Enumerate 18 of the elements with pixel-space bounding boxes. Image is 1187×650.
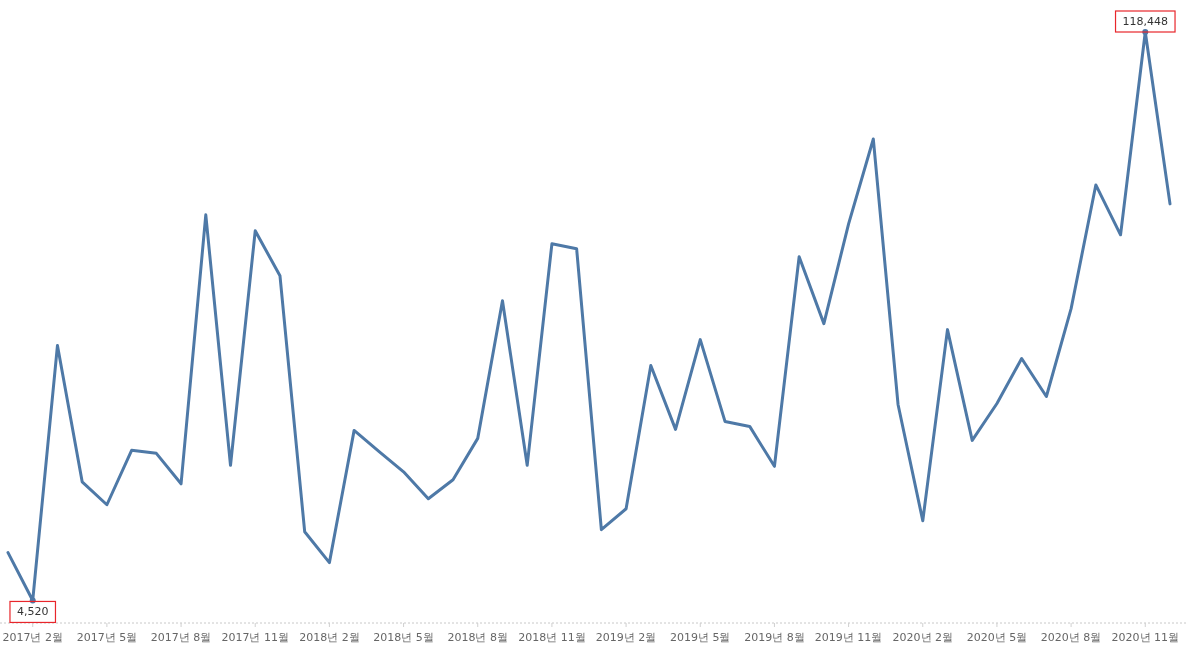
x-tick-label: 2020년 11월	[1111, 631, 1180, 644]
x-tick-label: 2017년 11월	[221, 631, 289, 644]
x-tick-label: 2019년 2월	[595, 631, 657, 644]
x-tick-label: 2017년 2월	[2, 631, 63, 644]
data-label: 4,520	[16, 605, 49, 619]
x-tick-label: 2018년 2월	[299, 631, 360, 644]
x-tick-label: 2020년 2월	[892, 631, 954, 644]
x-tick-label: 2019년 8월	[744, 631, 805, 644]
x-tick-label: 2017년 8월	[150, 631, 212, 644]
x-tick-label: 2018년 11월	[518, 631, 586, 644]
x-tick-label: 2019년 5월	[670, 631, 731, 644]
x-tick-label: 2019년 11월	[814, 631, 883, 644]
x-tick-label: 2020년 8월	[1040, 631, 1102, 644]
data-label: 118,448	[1122, 15, 1169, 28]
x-tick-label: 2020년 5월	[966, 631, 1028, 644]
x-tick-label: 2017년 5월	[76, 631, 138, 644]
x-tick-label: 2018년 8월	[447, 631, 508, 644]
x-tick-label: 2018년 5월	[373, 631, 434, 644]
